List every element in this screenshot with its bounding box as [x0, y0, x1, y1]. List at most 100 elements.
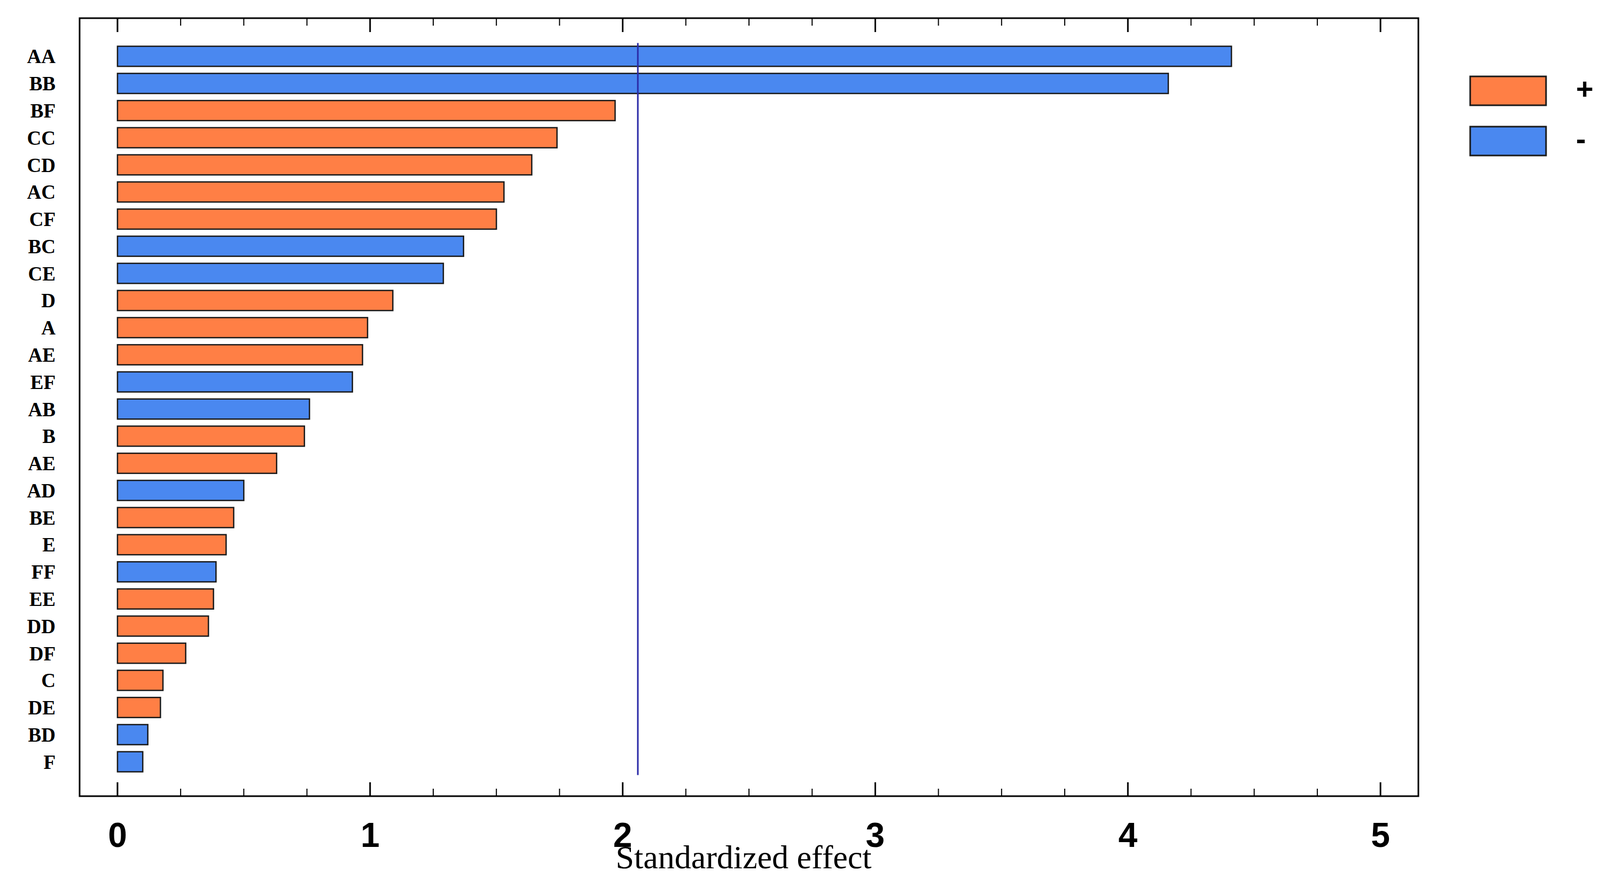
category-label: CC: [27, 127, 56, 150]
x-tick-label: 4: [1118, 815, 1138, 855]
minor-tick: [811, 18, 813, 26]
category-label: CF: [29, 208, 56, 231]
minor-tick: [1064, 18, 1066, 26]
category-label: BD: [28, 723, 56, 746]
bar: [117, 480, 244, 501]
bar: [117, 154, 532, 176]
category-label: E: [42, 533, 56, 556]
minor-tick: [685, 18, 687, 26]
minor-tick: [1190, 788, 1192, 796]
category-label: BB: [29, 72, 56, 95]
category-label: CD: [27, 154, 56, 177]
minor-tick: [1064, 788, 1066, 796]
minor-tick: [558, 788, 560, 796]
minor-tick: [495, 18, 497, 26]
bar: [117, 534, 226, 556]
bar: [117, 697, 161, 718]
minor-tick: [243, 18, 245, 26]
minor-tick: [1316, 18, 1318, 26]
bar: [117, 399, 310, 420]
x-tick-label: 5: [1370, 815, 1391, 855]
minor-tick: [1253, 18, 1255, 26]
x-tick-label: 1: [360, 815, 380, 855]
x-axis-label: Standardized effect: [615, 838, 872, 876]
bar: [117, 643, 186, 664]
bar: [117, 425, 305, 447]
minor-tick: [180, 788, 182, 796]
bar: [117, 724, 148, 745]
category-label: AB: [28, 398, 56, 421]
minor-tick: [811, 788, 813, 796]
x-tick: [116, 18, 119, 33]
minor-tick: [748, 18, 750, 26]
category-label: BC: [28, 235, 56, 258]
category-label: DD: [27, 615, 56, 638]
x-tick: [1127, 18, 1129, 33]
x-tick: [1379, 18, 1382, 33]
minor-tick: [1253, 788, 1255, 796]
minor-tick: [1316, 788, 1318, 796]
bar: [117, 507, 234, 528]
bar: [117, 561, 216, 582]
threshold-line: [636, 43, 639, 776]
category-label: AC: [27, 181, 56, 204]
category-label: F: [43, 751, 56, 774]
category-label: AD: [27, 479, 56, 502]
category-label: DE: [28, 696, 56, 719]
bar: [117, 100, 615, 121]
bar: [117, 290, 393, 311]
x-tick-label: 0: [107, 815, 128, 855]
category-label: FF: [31, 560, 56, 583]
minor-tick: [1001, 788, 1003, 796]
category-label: D: [41, 289, 56, 312]
bar: [117, 317, 368, 338]
x-tick: [369, 782, 371, 796]
bar: [117, 127, 558, 148]
category-label: BF: [30, 99, 56, 122]
category-label: AA: [27, 45, 57, 68]
minor-tick: [938, 18, 940, 26]
category-label: CE: [28, 262, 56, 285]
minor-tick: [1001, 18, 1003, 26]
bar: [117, 73, 1169, 94]
minor-tick: [495, 788, 497, 796]
minor-tick: [243, 788, 245, 796]
bar: [117, 46, 1232, 67]
chart: 012345AABBBFCCCDACCFBCCEDAAEEFABBAEADBEE…: [0, 0, 1600, 887]
minor-tick: [180, 18, 182, 26]
minor-tick: [685, 788, 687, 796]
minor-tick: [432, 18, 434, 26]
legend-label: +: [1575, 71, 1594, 106]
bar: [117, 371, 353, 393]
bar: [117, 669, 163, 691]
category-label: EE: [29, 588, 56, 611]
minor-tick: [306, 788, 308, 796]
bar: [117, 751, 143, 772]
category-label: C: [41, 669, 56, 692]
bar: [117, 263, 444, 284]
minor-tick: [748, 788, 750, 796]
minor-tick: [1190, 18, 1192, 26]
legend-swatch: [1470, 76, 1547, 106]
plot-frame: [79, 18, 1419, 796]
bars: [117, 46, 1232, 772]
x-tick: [621, 782, 624, 796]
x-tick: [1127, 782, 1129, 796]
bar: [117, 208, 497, 230]
x-tick: [874, 18, 877, 33]
bar: [117, 615, 209, 637]
bar: [117, 588, 214, 610]
x-tick: [874, 782, 877, 796]
category-label: B: [42, 425, 56, 448]
bar: [117, 453, 277, 474]
bar: [117, 236, 464, 257]
category-label: EF: [30, 371, 56, 394]
x-tick: [116, 782, 119, 796]
legend-swatch: [1470, 126, 1547, 156]
bar: [117, 181, 504, 202]
x-tick: [1379, 782, 1382, 796]
x-tick: [621, 18, 624, 33]
category-label: BE: [29, 506, 56, 529]
category-label: A: [41, 316, 56, 339]
category-label: AE: [28, 452, 56, 475]
